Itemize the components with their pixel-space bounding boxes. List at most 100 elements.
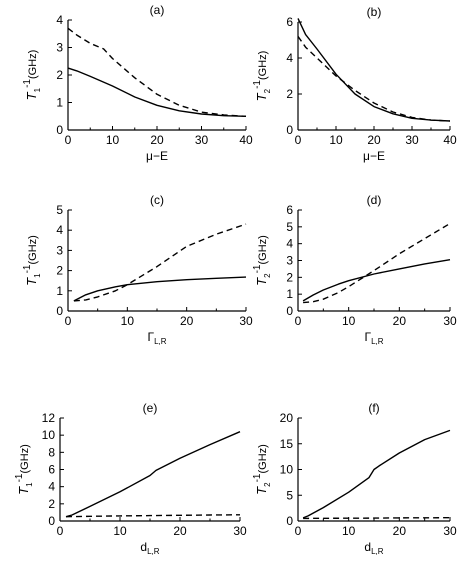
y-tick-label: 0 (56, 123, 63, 137)
y-tick-label: 6 (286, 203, 293, 217)
x-axis-label: μ−E (146, 149, 168, 163)
y-axis-label-sub: 1 (25, 482, 34, 487)
x-tick-label: 0 (65, 133, 72, 147)
solid-series-line (73, 276, 247, 302)
y-axis-label-sup: -1 (22, 79, 33, 88)
y-tick-label: 15 (280, 437, 294, 451)
y-axis-label-main: T (16, 486, 31, 495)
y-axis-label-main: T (254, 486, 269, 495)
x-tick-label: 0 (295, 524, 302, 538)
y-tick-label: 3 (56, 41, 63, 55)
x-tick-label: 10 (329, 133, 343, 147)
x-axis-label-sub: L,R (371, 337, 384, 346)
solid-series-line (65, 431, 241, 518)
y-axis-label-unit: (GHz) (19, 444, 31, 473)
panel-label: (d) (367, 193, 382, 207)
y-tick-label: 4 (48, 480, 55, 494)
x-axis-label: ΓL,R (147, 330, 166, 346)
y-tick-label: 2 (56, 264, 63, 278)
y-tick-label: 3 (286, 254, 293, 268)
x-axis-label-sub: L,R (371, 547, 384, 556)
y-axis-label-unit: (GHz) (257, 51, 269, 80)
y-axis-label-sup: -1 (252, 80, 263, 89)
solid-series-line (67, 67, 247, 117)
y-tick-label: 5 (56, 203, 63, 217)
y-axis-label-unit: (GHz) (257, 444, 269, 473)
x-tick-label: 30 (405, 133, 419, 147)
y-tick-label: 3 (56, 243, 63, 257)
y-axis-label-sup: -1 (252, 264, 263, 273)
y-tick-label: 4 (286, 51, 293, 65)
y-axis-label-main: T (254, 92, 269, 101)
y-tick-label: 20 (280, 411, 294, 425)
x-axis-label: dL,R (364, 540, 383, 556)
y-axis-label-sub: 1 (33, 87, 42, 92)
y-axis-label-unit: (GHz) (257, 235, 269, 264)
y-tick-label: 0 (286, 514, 293, 528)
solid-series-line (302, 429, 451, 519)
y-axis-label-main: T (24, 91, 39, 100)
y-tick-label: 6 (48, 463, 55, 477)
y-tick-label: 4 (286, 237, 293, 251)
y-tick-label: 5 (286, 488, 293, 502)
y-tick-label: 6 (286, 15, 293, 29)
x-axis-label-main: Γ (364, 330, 371, 344)
x-tick-label: 20 (393, 314, 407, 328)
y-axis-label: T2-1(GHz) (252, 444, 272, 495)
x-tick-label: 30 (195, 133, 209, 147)
x-axis-label-main: μ−E (146, 149, 168, 163)
y-axis-label-main: T (254, 277, 269, 286)
y-tick-label: 10 (42, 428, 56, 442)
y-axis-label-main: T (24, 277, 39, 286)
x-axis-label: μ−E (363, 149, 385, 163)
dashed-series-line (73, 223, 247, 302)
x-axis-label: dL,R (140, 540, 159, 556)
y-tick-label: 0 (48, 514, 55, 528)
y-tick-label: 1 (286, 287, 293, 301)
y-axis-label-sub: 2 (263, 273, 272, 278)
panel-label: (f) (368, 401, 379, 415)
x-tick-label: 0 (57, 524, 64, 538)
y-tick-label: 2 (286, 87, 293, 101)
x-axis-label-main: Γ (147, 330, 154, 344)
x-tick-label: 30 (239, 314, 253, 328)
panel-label: (a) (150, 3, 165, 17)
y-tick-label: 12 (42, 411, 56, 425)
x-tick-label: 30 (443, 524, 457, 538)
y-tick-label: 2 (286, 270, 293, 284)
solid-series-line (297, 18, 451, 122)
y-axis-label: T2-1(GHz) (252, 51, 272, 102)
x-tick-label: 0 (295, 314, 302, 328)
dashed-series-line (303, 517, 451, 520)
panel-label: (b) (367, 5, 382, 19)
y-tick-label: 0 (286, 123, 293, 137)
x-axis-label-main: d (364, 540, 371, 554)
y-tick-label: 4 (56, 13, 63, 27)
dashed-series-line (297, 35, 451, 122)
dashed-series-line (303, 222, 451, 304)
x-tick-label: 20 (367, 133, 381, 147)
dashed-series-line (65, 514, 241, 518)
y-axis-label-unit: (GHz) (27, 235, 39, 264)
x-axis-label-main: d (140, 540, 147, 554)
x-tick-label: 10 (113, 524, 127, 538)
x-tick-label: 30 (443, 314, 457, 328)
x-tick-label: 30 (233, 524, 247, 538)
y-axis-label: T2-1(GHz) (252, 235, 272, 286)
y-tick-label: 0 (286, 304, 293, 318)
dashed-series-line (67, 27, 247, 117)
y-axis-label-sup: -1 (252, 473, 263, 482)
x-tick-label: 20 (150, 133, 164, 147)
y-axis-label-sub: 2 (263, 482, 272, 487)
y-axis-label: T1-1(GHz) (22, 235, 42, 286)
y-axis-label-sup: -1 (14, 473, 25, 482)
x-axis-label: ΓL,R (364, 330, 383, 346)
x-axis-label-main: μ−E (363, 149, 385, 163)
panel-label: (e) (143, 401, 158, 415)
y-tick-label: 8 (48, 445, 55, 459)
y-axis-label-sub: 2 (263, 88, 272, 93)
x-tick-label: 0 (65, 314, 72, 328)
